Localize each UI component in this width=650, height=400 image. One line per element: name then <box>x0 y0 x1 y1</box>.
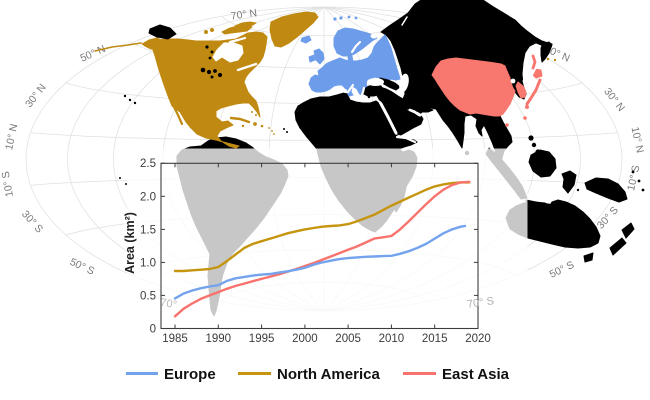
svg-text:70° S: 70° S <box>466 295 494 311</box>
svg-text:2005: 2005 <box>335 333 361 345</box>
svg-text:1.0: 1.0 <box>140 257 156 269</box>
svg-text:0.5: 0.5 <box>140 290 156 302</box>
svg-text:1995: 1995 <box>249 333 275 345</box>
svg-text:East Asia: East Asia <box>442 366 510 383</box>
svg-text:2.5: 2.5 <box>140 158 156 170</box>
svg-text:10° N: 10° N <box>629 126 646 154</box>
svg-text:2.0: 2.0 <box>140 191 156 203</box>
svg-text:2000: 2000 <box>292 333 318 345</box>
svg-text:2010: 2010 <box>379 333 405 345</box>
svg-text:1.5: 1.5 <box>140 224 156 236</box>
svg-text:2015: 2015 <box>422 333 448 345</box>
svg-text:0: 0 <box>150 324 156 336</box>
svg-text:10° N: 10° N <box>3 123 20 151</box>
svg-text:Area (km²): Area (km²) <box>123 212 137 274</box>
svg-text:2020: 2020 <box>465 333 491 345</box>
svg-text:70°: 70° <box>159 297 177 312</box>
svg-text:1990: 1990 <box>206 333 232 345</box>
svg-text:10° S: 10° S <box>0 170 16 198</box>
svg-text:70° N: 70° N <box>230 7 258 23</box>
svg-text:North America: North America <box>277 366 380 383</box>
svg-text:1985: 1985 <box>162 333 188 345</box>
svg-text:Europe: Europe <box>164 366 216 383</box>
svg-text:10° S: 10° S <box>625 164 642 192</box>
